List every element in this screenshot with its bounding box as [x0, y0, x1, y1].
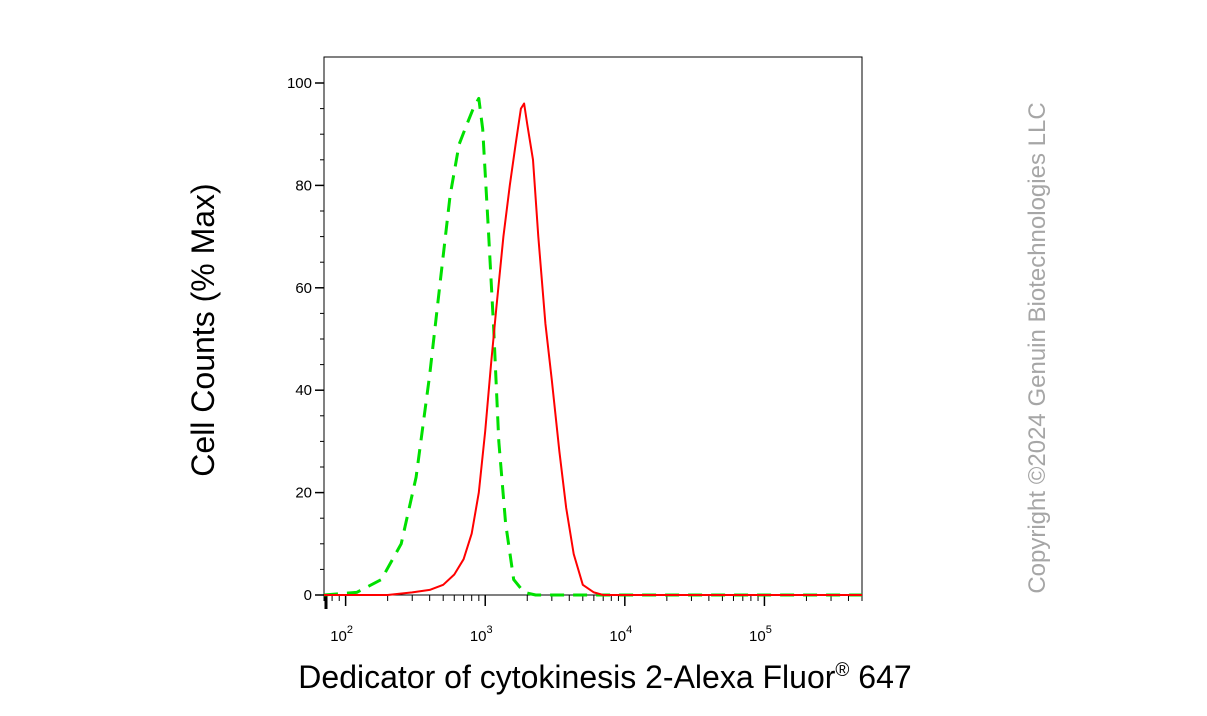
y-tick-label: 0 — [304, 587, 312, 604]
y-tick-label: 60 — [295, 280, 312, 297]
x-axis-tick-labels: 102 103 104 105 — [330, 624, 772, 645]
y-tick-label: 20 — [295, 485, 312, 502]
y-axis-ticks — [315, 82, 324, 596]
x-tick-label: 103 — [470, 624, 493, 645]
isotype-control-histogram-line — [323, 96, 862, 597]
copyright-watermark: Copyright ©2024 Genuin Biotechnologies L… — [1024, 102, 1051, 593]
x-tick-label-base: 10 — [330, 628, 347, 645]
x-axis-ticks — [323, 595, 863, 609]
x-axis-title-main: Dedicator of cytokinesis 2-Alexa Fluor — [298, 659, 835, 695]
x-tick-label-base: 10 — [470, 628, 487, 645]
y-axis-title: Cell Counts (% Max) — [185, 183, 221, 476]
x-axis-title: Dedicator of cytokinesis 2-Alexa Fluor® … — [298, 659, 911, 695]
x-tick-label-exponent: 5 — [766, 624, 772, 636]
x-tick-label-exponent: 3 — [487, 624, 493, 636]
y-axis-tick-labels: 0 20 40 60 80 100 — [287, 75, 312, 604]
series-layer — [323, 96, 862, 597]
x-tick-label-exponent: 2 — [347, 624, 353, 636]
y-tick-label: 100 — [287, 75, 312, 92]
plot-frame — [323, 56, 863, 596]
stained-histogram-line — [324, 102, 862, 596]
x-axis-title-registered-mark: ® — [835, 660, 849, 681]
x-tick-label-base: 10 — [609, 628, 626, 645]
y-tick-label: 40 — [295, 382, 312, 399]
x-tick-label-base: 10 — [749, 628, 766, 645]
x-tick-label-exponent: 4 — [626, 624, 632, 636]
y-tick-label: 80 — [295, 177, 312, 194]
x-tick-label: 104 — [609, 624, 632, 645]
x-axis-title-suffix: 647 — [849, 659, 911, 695]
x-tick-label: 102 — [330, 624, 353, 645]
x-tick-label: 105 — [749, 624, 772, 645]
